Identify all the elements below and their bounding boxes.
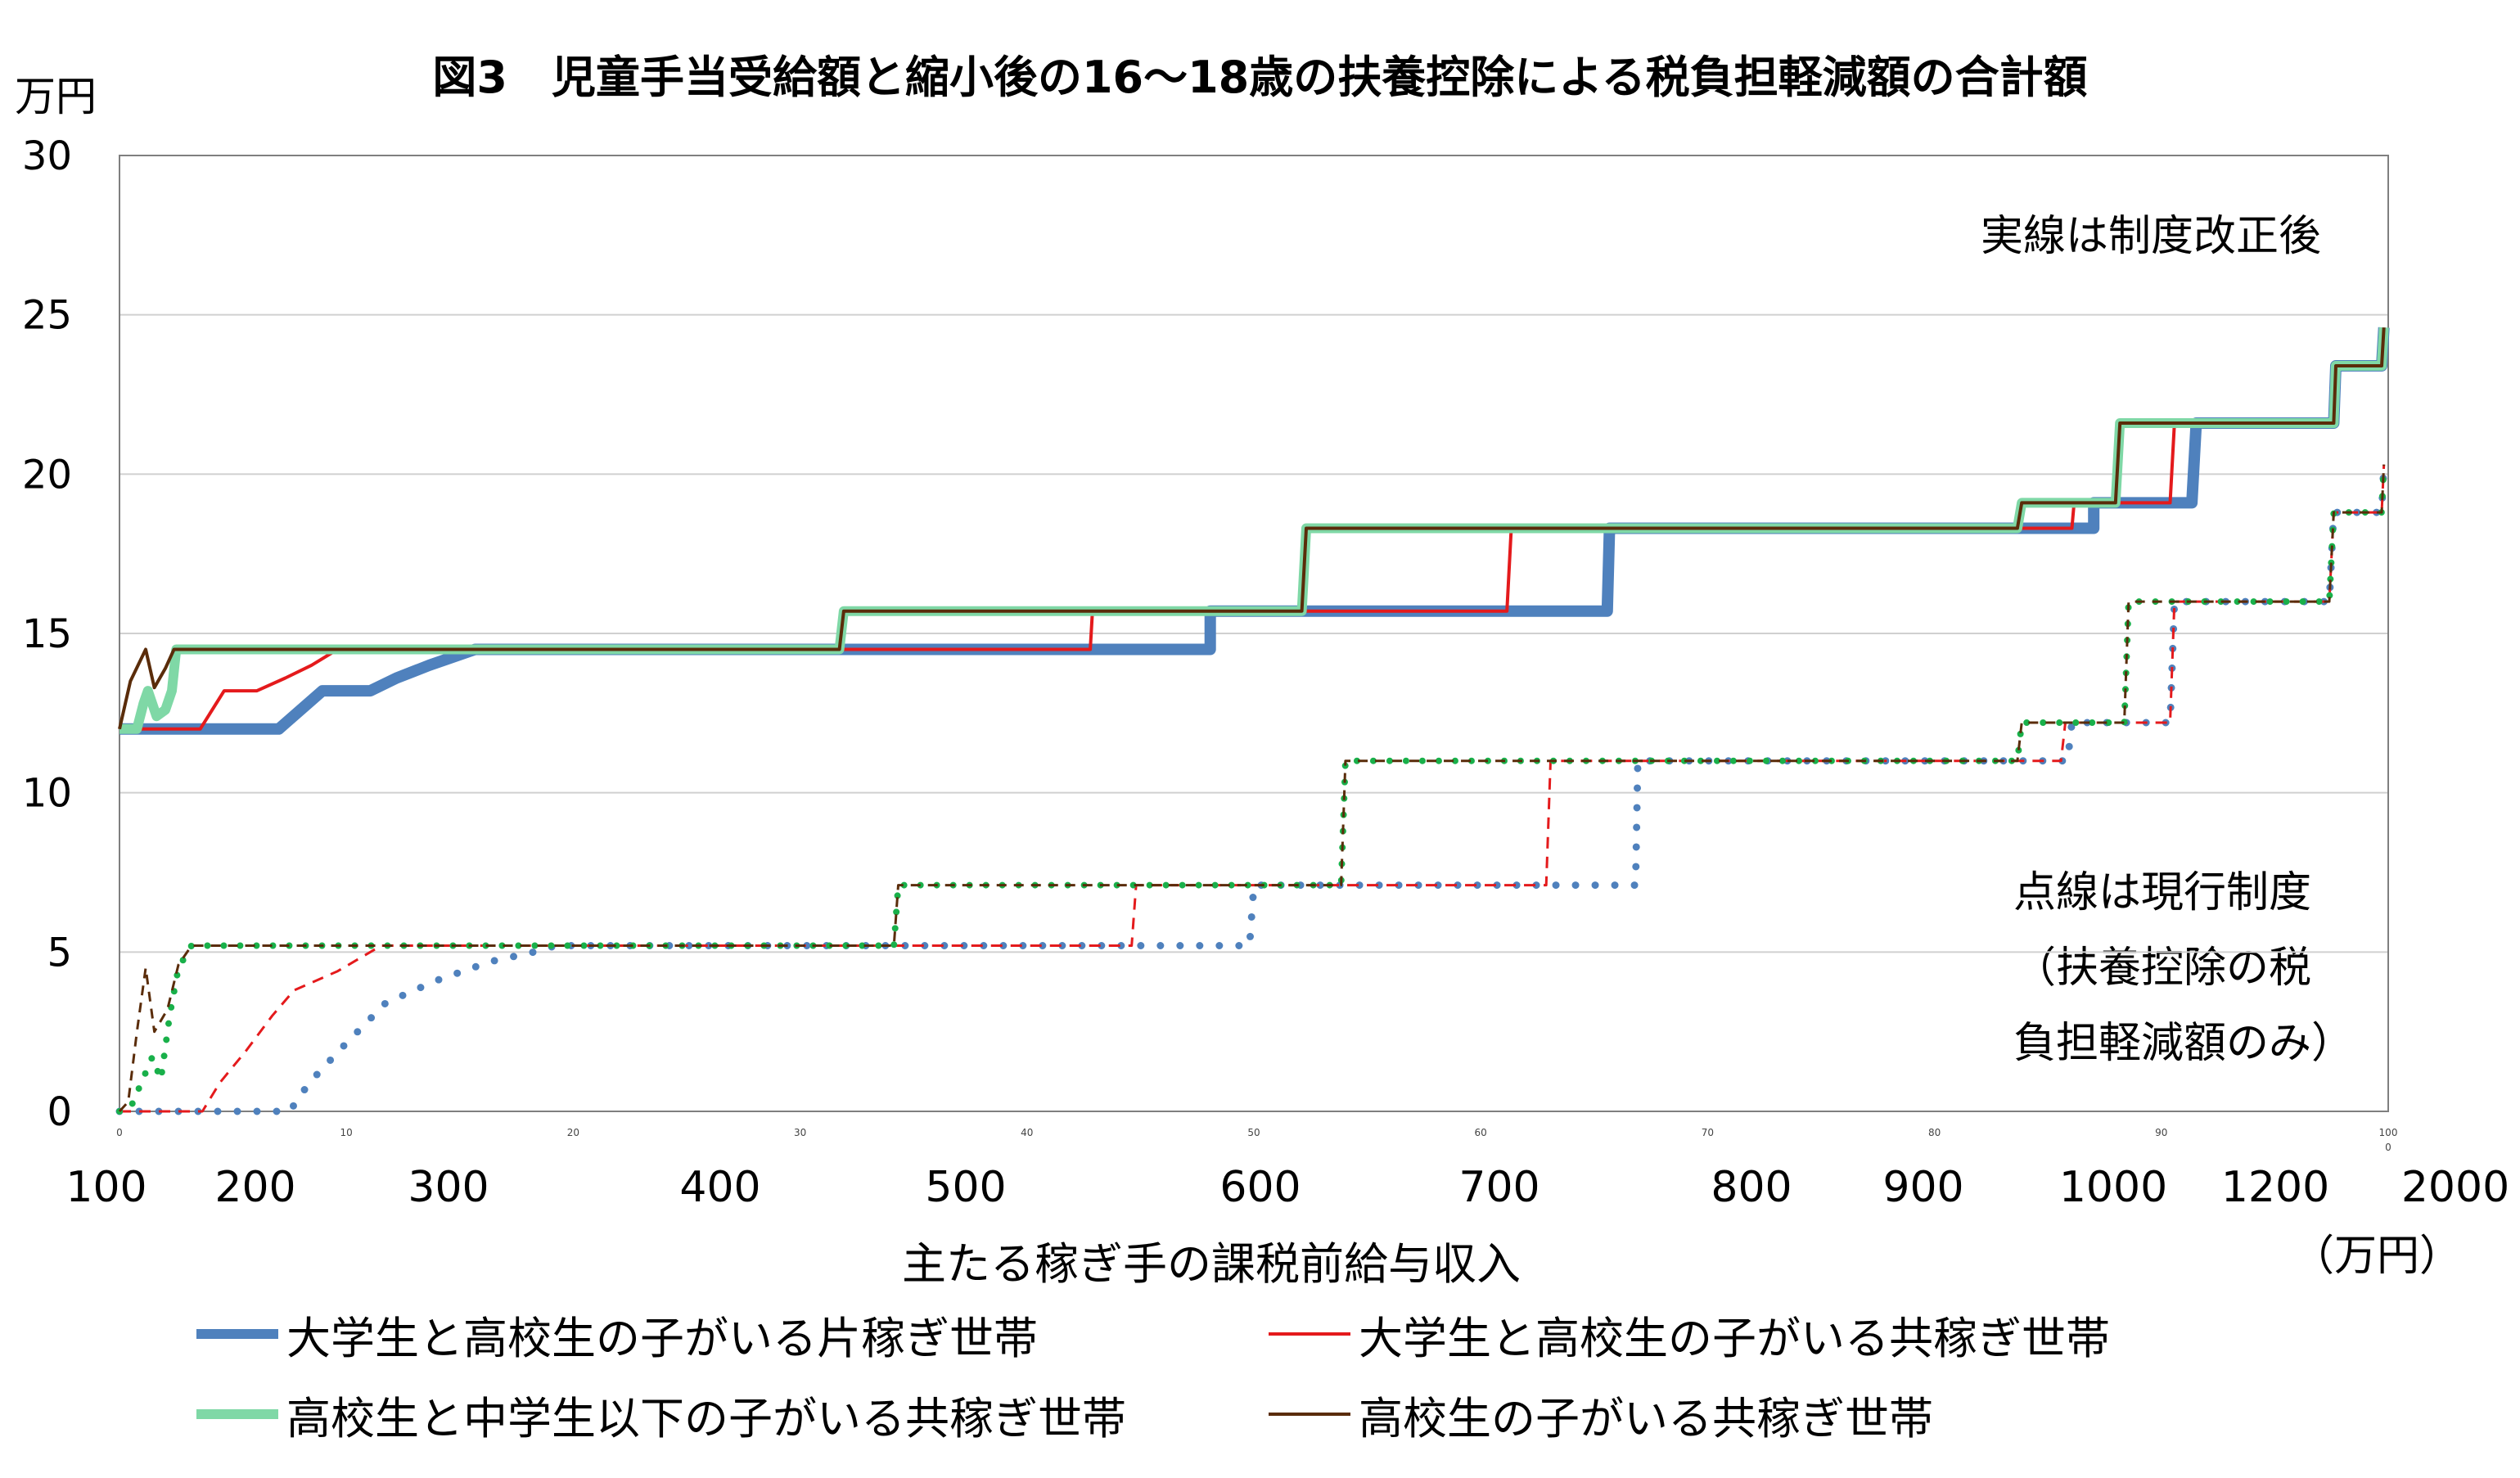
gridlines <box>119 313 2388 953</box>
x-minor-tick-label: 0 <box>2385 1142 2392 1153</box>
x-tick-label: 900 <box>1882 1163 1963 1212</box>
legend-swatch-3 <box>1269 1413 1350 1416</box>
y-tick-label: 15 <box>22 611 72 657</box>
y-tick-label: 25 <box>22 293 72 339</box>
x-tick-labels: 100 200 300 400 500 600 700 800 900 1000 1200 2000 <box>65 1163 2509 1212</box>
series-2-dotted-line <box>116 461 2387 1115</box>
x-minor-tick-labels: 0 10 20 30 40 50 60 70 80 90 100 0 <box>116 1127 2397 1153</box>
x-axis-title: 主たる稼ぎ手の課税前給与収入 <box>902 1238 1521 1290</box>
x-minor-tick-label: 0 <box>116 1127 123 1138</box>
legend-swatch-2 <box>196 1409 278 1419</box>
x-tick-label: 100 <box>65 1163 147 1212</box>
plot-area-frame <box>119 155 2389 1112</box>
legend-item-3: 高校生の子がいる共稼ぎ世帯 <box>1269 1381 1933 1447</box>
series-1-solid-line <box>119 327 2386 731</box>
series-1-dotted-line <box>119 464 2386 1113</box>
x-minor-tick-label: 80 <box>1928 1127 1941 1138</box>
x-minor-tick-label: 60 <box>1475 1127 1487 1138</box>
legend-label-0: 大学生と高校生の子がいる片稼ぎ世帯 <box>286 1312 1038 1364</box>
legend-item-0: 大学生と高校生の子がいる片稼ぎ世帯 <box>196 1301 1038 1367</box>
legend-swatch-0 <box>196 1329 278 1339</box>
x-axis-unit: （万円） <box>2292 1232 2463 1281</box>
x-minor-tick-label: 40 <box>1021 1127 1033 1138</box>
x-tick-label: 1200 <box>2221 1163 2329 1212</box>
y-tick-labels: 0 5 10 15 20 25 30 <box>22 133 72 1135</box>
x-minor-tick-label: 20 <box>567 1127 579 1138</box>
x-minor-tick-label: 90 <box>2155 1127 2167 1138</box>
x-tick-label: 700 <box>1458 1163 1539 1212</box>
x-tick-label: 600 <box>1219 1163 1301 1212</box>
y-tick-label: 5 <box>47 930 72 976</box>
legend-item-2: 高校生と中学生以下の子がいる共稼ぎ世帯 <box>196 1381 1126 1447</box>
x-minor-tick-label: 30 <box>794 1127 806 1138</box>
x-tick-label: 400 <box>679 1163 760 1212</box>
x-minor-tick-label: 50 <box>1247 1127 1260 1138</box>
legend-item-1: 大学生と高校生の子がいる共稼ぎ世帯 <box>1269 1301 2110 1367</box>
x-tick-label: 2000 <box>2401 1163 2509 1212</box>
y-axis-unit: 万円 <box>15 73 97 120</box>
x-tick-label: 1000 <box>2059 1163 2167 1212</box>
x-tick-label: 200 <box>214 1163 295 1212</box>
legend-label-3: 高校生の子がいる共稼ぎ世帯 <box>1359 1392 1933 1444</box>
x-minor-tick-label: 70 <box>1702 1127 1714 1138</box>
series-3-solid-line <box>118 327 2386 730</box>
legend-swatch-1 <box>1269 1332 1350 1336</box>
legend-label-1: 大学生と高校生の子がいる共稼ぎ世帯 <box>1359 1312 2110 1364</box>
legend-label-2: 高校生と中学生以下の子がいる共稼ぎ世帯 <box>286 1392 1126 1444</box>
x-minor-tick-label: 10 <box>340 1127 353 1138</box>
x-tick-label: 800 <box>1711 1163 1792 1212</box>
y-tick-label: 0 <box>47 1089 72 1135</box>
annotation-dotted-lines: 点線は現行制度 （扶養控除の税 負担軽減額のみ） <box>2013 868 2355 1068</box>
y-tick-label: 30 <box>22 133 72 179</box>
x-minor-tick-label: 100 <box>2379 1127 2398 1138</box>
series-0-dotted-line <box>115 461 2388 1115</box>
y-tick-label: 10 <box>22 771 72 817</box>
y-tick-label: 20 <box>22 452 72 498</box>
x-tick-label: 500 <box>925 1163 1006 1212</box>
x-tick-label: 300 <box>408 1163 489 1212</box>
series-lines <box>115 327 2390 1115</box>
annotation-solid-lines: 実線は制度改正後 <box>1981 212 2322 261</box>
chart-title: 図3 児童手当受給額と縮小後の16～18歳の扶養控除による税負担軽減額の合計額 <box>432 52 2088 103</box>
series-3-dotted-line <box>118 464 2386 1113</box>
